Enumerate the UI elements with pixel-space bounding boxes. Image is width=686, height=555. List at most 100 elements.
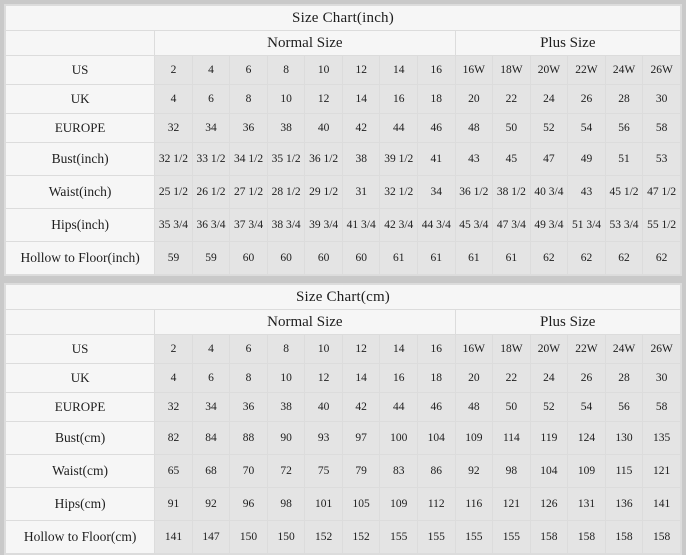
data-cell: 8 bbox=[266, 334, 306, 364]
data-cell: 115 bbox=[604, 454, 644, 488]
table-row: US 2 4 6 8 10 12 14 16 16W 18W 20W 22W 24W 26W bbox=[4, 55, 681, 85]
data-cell: 24W bbox=[604, 55, 644, 85]
data-cell: 16W bbox=[454, 334, 494, 364]
data-cell: 36 1/2 bbox=[454, 175, 494, 209]
data-cell: 62 bbox=[567, 241, 606, 275]
data-cell: 32 1/2 bbox=[154, 142, 193, 176]
data-cell: 24 bbox=[529, 363, 569, 393]
data-cell: 82 bbox=[154, 421, 193, 455]
group-header-plus-size: Plus Size bbox=[454, 30, 682, 56]
data-cell: 61 bbox=[492, 241, 531, 275]
data-cell: 109 bbox=[379, 487, 418, 521]
data-cell: 8 bbox=[229, 363, 268, 393]
data-cell: 46 bbox=[417, 392, 456, 422]
data-cell: 38 1/2 bbox=[492, 175, 531, 209]
data-cell: 10 bbox=[266, 363, 306, 393]
data-cell: 39 1/2 bbox=[379, 142, 419, 176]
data-cell: 10 bbox=[304, 334, 343, 364]
data-cell: 28 bbox=[604, 84, 644, 114]
size-table-size-chart-inch: Size Chart(inch) Normal Size Plus Size US 2 4… bbox=[4, 5, 682, 275]
data-cell: 54 bbox=[567, 113, 606, 143]
data-cell: 98 bbox=[266, 487, 306, 521]
data-cell: 22 bbox=[492, 363, 531, 393]
data-cell: 4 bbox=[191, 55, 231, 85]
group-header-normal-size: Normal Size bbox=[154, 30, 456, 56]
data-cell: 60 bbox=[341, 241, 381, 275]
table-row: Waist(cm) 65 68 70 72 75 79 83 86 92 98 104 109 115 12… bbox=[4, 454, 681, 488]
row-label: US bbox=[4, 55, 156, 85]
row-label: Hips(inch) bbox=[4, 208, 156, 242]
data-cell: 100 bbox=[379, 421, 418, 455]
data-cell: 52 bbox=[529, 113, 569, 143]
data-cell: 96 bbox=[229, 487, 268, 521]
row-label: Hollow to Floor(cm) bbox=[4, 520, 156, 554]
data-cell: 62 bbox=[529, 241, 569, 275]
data-cell: 141 bbox=[642, 487, 681, 521]
data-cell: 30 bbox=[642, 84, 681, 114]
data-cell: 20W bbox=[529, 55, 569, 85]
data-cell: 34 bbox=[191, 392, 231, 422]
data-cell: 10 bbox=[304, 55, 343, 85]
data-cell: 92 bbox=[191, 487, 231, 521]
table-row: Hips(cm) 91 92 96 98 101 105 109 112 116 121 126 131… bbox=[4, 487, 681, 521]
data-cell: 24 bbox=[529, 84, 569, 114]
data-cell: 147 bbox=[191, 520, 231, 554]
data-cell: 26 bbox=[567, 84, 606, 114]
data-cell: 28 1/2 bbox=[266, 175, 306, 209]
table-row: EUROPE 32 34 36 38 40 42 44 46 48 50 52 54 56 58 bbox=[4, 392, 681, 422]
size-chart-page: Size Chart(inch) Normal Size Plus Size US 2 4… bbox=[4, 4, 682, 555]
data-cell: 46 bbox=[417, 113, 456, 143]
data-cell: 51 3/4 bbox=[567, 208, 606, 242]
data-cell: 109 bbox=[567, 454, 606, 488]
data-cell: 44 bbox=[379, 392, 418, 422]
data-cell: 22W bbox=[567, 55, 606, 85]
data-cell: 62 bbox=[642, 241, 681, 275]
data-cell: 36 bbox=[229, 113, 268, 143]
data-cell: 36 3/4 bbox=[191, 208, 231, 242]
data-cell: 6 bbox=[191, 84, 231, 114]
data-cell: 126 bbox=[529, 487, 569, 521]
data-cell: 54 bbox=[567, 392, 606, 422]
data-cell: 8 bbox=[229, 84, 268, 114]
data-cell: 61 bbox=[379, 241, 419, 275]
data-cell: 30 bbox=[642, 363, 681, 393]
data-cell: 12 bbox=[341, 334, 381, 364]
data-cell: 62 bbox=[604, 241, 644, 275]
table-row: UK 4 6 8 10 12 14 16 18 20 22 24 26 28 30 bbox=[4, 84, 681, 114]
data-cell: 39 3/4 bbox=[304, 208, 343, 242]
data-cell: 130 bbox=[604, 421, 644, 455]
data-cell: 136 bbox=[604, 487, 644, 521]
table-row: Bust(cm) 82 84 88 90 93 97 100 104 109 114 119 124 13… bbox=[4, 421, 681, 455]
data-cell: 104 bbox=[417, 421, 456, 455]
data-cell: 38 3/4 bbox=[266, 208, 306, 242]
data-cell: 12 bbox=[341, 55, 381, 85]
data-cell: 92 bbox=[454, 454, 494, 488]
data-cell: 38 bbox=[341, 142, 381, 176]
data-cell: 22W bbox=[567, 334, 606, 364]
table-row: Hips(inch) 35 3/4 36 3/4 37 3/4 38 3/4 39 3/4… bbox=[4, 208, 681, 242]
data-cell: 37 3/4 bbox=[229, 208, 268, 242]
data-cell: 47 1/2 bbox=[642, 175, 681, 209]
data-cell: 20 bbox=[454, 84, 494, 114]
data-cell: 68 bbox=[191, 454, 231, 488]
data-cell: 158 bbox=[642, 520, 681, 554]
data-cell: 34 1/2 bbox=[229, 142, 268, 176]
data-cell: 112 bbox=[417, 487, 456, 521]
data-cell: 84 bbox=[191, 421, 231, 455]
data-cell: 42 3/4 bbox=[379, 208, 419, 242]
data-cell: 52 bbox=[529, 392, 569, 422]
row-label: Hollow to Floor(inch) bbox=[4, 241, 156, 275]
data-cell: 101 bbox=[304, 487, 343, 521]
data-cell: 14 bbox=[379, 334, 418, 364]
data-cell: 42 bbox=[341, 113, 381, 143]
data-cell: 53 3/4 bbox=[604, 208, 644, 242]
data-cell: 6 bbox=[191, 363, 231, 393]
data-cell: 14 bbox=[379, 55, 419, 85]
data-cell: 70 bbox=[229, 454, 268, 488]
data-cell: 135 bbox=[642, 421, 681, 455]
data-cell: 155 bbox=[454, 520, 494, 554]
group-header-row: Normal Size Plus Size bbox=[4, 309, 682, 335]
data-cell: 40 bbox=[304, 392, 343, 422]
group-header-corner bbox=[4, 30, 156, 56]
data-cell: 45 1/2 bbox=[604, 175, 644, 209]
